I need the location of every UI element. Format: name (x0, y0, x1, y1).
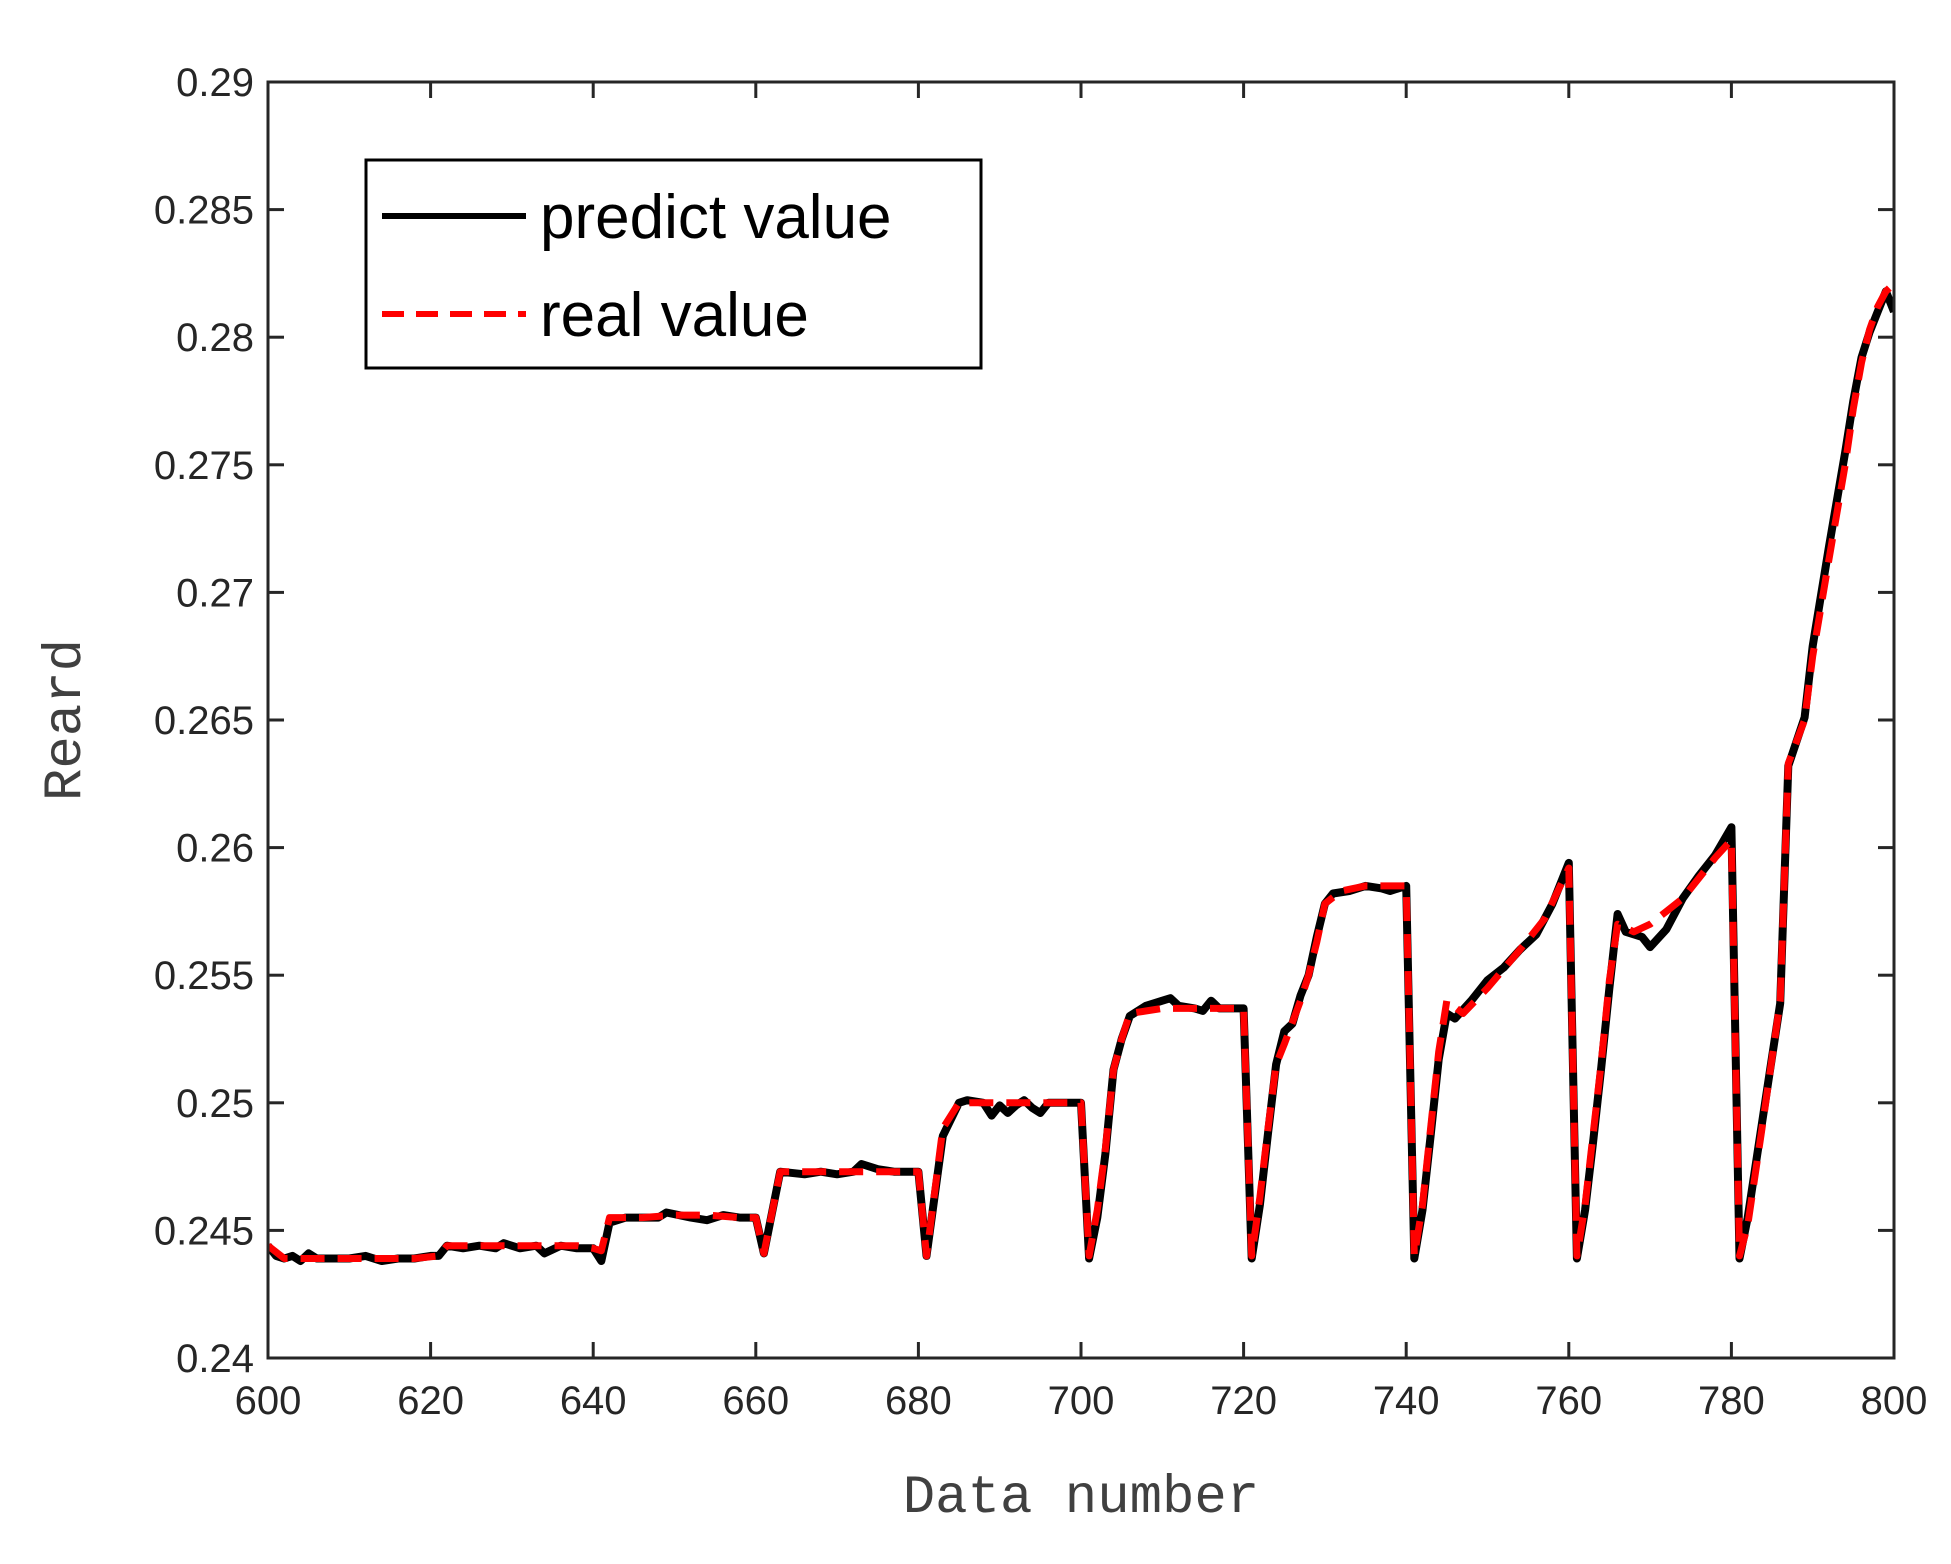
y-tick-label: 0.285 (154, 189, 254, 233)
y-tick-label: 0.26 (176, 827, 254, 871)
legend-box (364, 158, 983, 370)
x-tick-label: 760 (1535, 1379, 1602, 1423)
y-tick-label: 0.255 (154, 954, 254, 998)
y-tick-label: 0.27 (176, 571, 254, 615)
y-tick-label: 0.275 (154, 444, 254, 488)
y-tick-label: 0.29 (176, 61, 254, 105)
x-tick-label: 640 (560, 1379, 627, 1423)
x-tick-label: 740 (1373, 1379, 1440, 1423)
x-tick-label: 720 (1210, 1379, 1277, 1423)
y-tick-label: 0.265 (154, 699, 254, 743)
x-tick-label: 600 (235, 1379, 302, 1423)
x-tick-label: 700 (1048, 1379, 1115, 1423)
x-tick-label: 660 (722, 1379, 789, 1423)
y-tick-label: 0.245 (154, 1209, 254, 1253)
y-tick-label: 0.28 (176, 316, 254, 360)
y-axis-title: Reard (36, 639, 97, 801)
y-tick-label: 0.25 (176, 1082, 254, 1126)
legend: predict value real value (364, 158, 983, 370)
legend-label-predict-value: predict value (540, 183, 892, 252)
legend-label-real-value: real value (540, 281, 809, 350)
x-tick-label: 800 (1861, 1379, 1928, 1423)
series-line-real-value (268, 281, 1894, 1262)
x-tick-label: 680 (885, 1379, 952, 1423)
plot-area-border (266, 80, 1896, 1360)
series-layer (268, 281, 1894, 1265)
x-tick-label: 780 (1698, 1379, 1765, 1423)
series-line-predict-value (268, 287, 1894, 1265)
y-tick-label: 0.24 (176, 1337, 254, 1381)
x-axis-title: Data number (903, 1468, 1259, 1529)
x-tick-label: 620 (397, 1379, 464, 1423)
tick-labels: 600 620 640 660 680 700 720 740 760 780 800 0.24 0.2… (154, 61, 1927, 1423)
